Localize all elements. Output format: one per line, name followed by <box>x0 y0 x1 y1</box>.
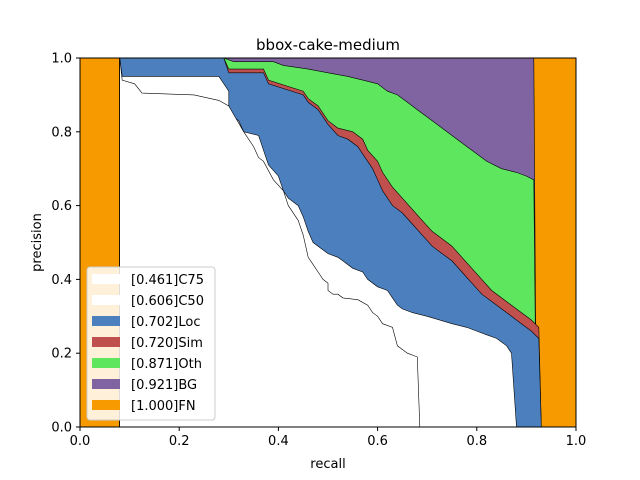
legend-swatch <box>92 295 120 305</box>
y-axis: 0.0 0.2 0.4 0.6 0.8 1.0 <box>51 52 80 436</box>
y-tick-label: 0.2 <box>51 347 72 362</box>
legend-item-bg: [0.921]BG <box>92 378 197 393</box>
legend-item-c75: [0.461]C75 <box>92 273 204 288</box>
x-tick-label: 0.4 <box>268 434 289 449</box>
x-tick-label: 0.0 <box>70 434 91 449</box>
x-tick-label: 0.8 <box>466 434 487 449</box>
legend-swatch <box>92 274 120 284</box>
legend-item-c50: [0.606]C50 <box>92 294 204 309</box>
x-tick-label: 1.0 <box>566 434 587 449</box>
plot-frame <box>79 57 577 428</box>
x-axis: 0.0 0.2 0.4 0.6 0.8 1.0 <box>70 427 587 449</box>
legend-label: [0.606]C50 <box>131 294 204 309</box>
legend-label: [0.921]BG <box>131 378 197 393</box>
legend-label: [0.720]Sim <box>131 336 203 351</box>
legend-label: [1.000]FN <box>131 399 196 414</box>
x-tick-label: 0.2 <box>169 434 190 449</box>
x-axis-label: recall <box>310 457 345 472</box>
legend-swatch <box>92 358 120 368</box>
chart-title: bbox-cake-medium <box>256 36 400 54</box>
legend-label: [0.702]Loc <box>131 315 200 330</box>
legend: [0.461]C75 [0.606]C50 [0.702]Loc [0.720]Sim… <box>86 266 216 421</box>
y-tick-label: 0.6 <box>51 199 72 214</box>
legend-swatch <box>92 337 120 347</box>
legend-item-oth: [0.871]Oth <box>92 357 202 372</box>
legend-item-sim: [0.720]Sim <box>92 336 203 351</box>
legend-swatch <box>92 379 120 389</box>
legend-label: [0.871]Oth <box>131 357 202 372</box>
legend-item-loc: [0.702]Loc <box>92 315 200 330</box>
x-tick-label: 0.6 <box>367 434 388 449</box>
y-tick-label: 1.0 <box>51 52 72 67</box>
legend-swatch <box>92 400 120 410</box>
y-tick-label: 0.4 <box>51 273 72 288</box>
y-tick-label: 0.8 <box>51 125 72 140</box>
legend-item-fn: [1.000]FN <box>92 399 196 414</box>
legend-label: [0.461]C75 <box>131 273 204 288</box>
y-tick-label: 0.0 <box>51 421 72 436</box>
legend-swatch <box>92 316 120 326</box>
y-axis-label: precision <box>30 213 45 272</box>
